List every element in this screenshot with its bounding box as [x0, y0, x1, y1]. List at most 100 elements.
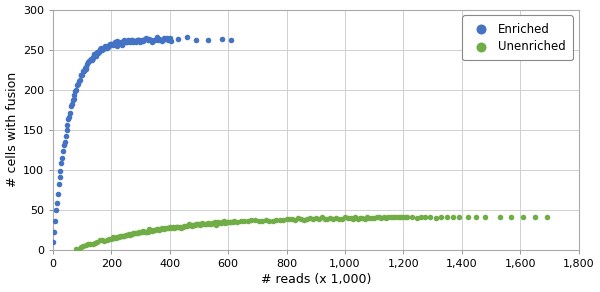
Enriched	[80, 66, 89, 70]
Unenriched	[71, 247, 81, 251]
Unenriched	[112, 235, 122, 239]
Unenriched	[163, 225, 173, 230]
Enriched	[155, 37, 164, 41]
Unenriched	[317, 215, 326, 220]
Unenriched	[402, 215, 412, 220]
Enriched	[75, 77, 85, 82]
Unenriched	[114, 235, 124, 239]
Unenriched	[337, 216, 347, 221]
Unenriched	[122, 233, 132, 238]
Enriched	[65, 111, 75, 115]
Enriched	[112, 39, 121, 44]
Unenriched	[127, 231, 137, 236]
Enriched	[203, 38, 212, 42]
Unenriched	[185, 223, 195, 227]
Unenriched	[320, 216, 329, 221]
Enriched	[133, 38, 142, 42]
Enriched	[161, 36, 170, 41]
Unenriched	[383, 215, 393, 219]
Unenriched	[349, 217, 358, 221]
Enriched	[126, 38, 136, 43]
Enriched	[166, 39, 176, 44]
Enriched	[119, 38, 129, 42]
Enriched	[64, 117, 73, 122]
Enriched	[132, 38, 142, 42]
Unenriched	[367, 216, 377, 220]
Unenriched	[194, 222, 204, 227]
Unenriched	[115, 233, 125, 238]
Enriched	[152, 34, 161, 39]
Enriched	[153, 37, 163, 42]
Enriched	[140, 37, 149, 42]
Unenriched	[92, 240, 102, 245]
Unenriched	[305, 216, 315, 220]
Unenriched	[282, 217, 292, 222]
Unenriched	[381, 215, 391, 220]
Enriched	[95, 46, 105, 51]
Enriched	[127, 38, 136, 43]
Unenriched	[104, 236, 114, 241]
Unenriched	[190, 223, 199, 227]
Enriched	[52, 201, 62, 206]
Enriched	[58, 155, 67, 160]
Unenriched	[153, 227, 163, 231]
Unenriched	[205, 221, 214, 226]
Unenriched	[171, 225, 181, 230]
Unenriched	[102, 237, 112, 242]
Enriched	[121, 40, 130, 44]
Unenriched	[145, 227, 154, 231]
Unenriched	[412, 215, 421, 220]
Unenriched	[134, 230, 144, 234]
Enriched	[64, 114, 74, 119]
Unenriched	[271, 218, 281, 223]
Unenriched	[83, 242, 93, 246]
Unenriched	[323, 217, 332, 221]
Enriched	[97, 48, 107, 52]
Enriched	[59, 142, 69, 147]
Enriched	[79, 69, 89, 74]
Unenriched	[388, 215, 398, 220]
Unenriched	[179, 224, 189, 228]
Unenriched	[268, 218, 277, 223]
Unenriched	[228, 220, 238, 225]
Enriched	[226, 37, 236, 42]
Enriched	[103, 45, 112, 50]
Enriched	[76, 72, 85, 77]
Unenriched	[431, 215, 440, 220]
Unenriched	[311, 216, 320, 220]
Enriched	[73, 83, 82, 88]
Unenriched	[128, 231, 138, 235]
Unenriched	[328, 216, 338, 221]
Enriched	[137, 38, 147, 43]
Unenriched	[370, 215, 379, 220]
Unenriched	[88, 241, 97, 246]
Unenriched	[210, 220, 220, 224]
Unenriched	[182, 223, 192, 228]
Unenriched	[355, 215, 365, 220]
Unenriched	[331, 216, 341, 221]
Unenriched	[184, 222, 193, 226]
Enriched	[115, 40, 124, 45]
Enriched	[98, 46, 108, 51]
Unenriched	[278, 218, 288, 222]
Enriched	[129, 39, 139, 43]
Enriched	[61, 134, 71, 138]
Enriched	[99, 45, 109, 50]
Unenriched	[158, 226, 167, 230]
Enriched	[136, 38, 146, 43]
Unenriched	[334, 216, 344, 221]
Enriched	[91, 52, 100, 56]
Enriched	[55, 175, 64, 180]
Enriched	[71, 89, 80, 93]
Unenriched	[495, 214, 505, 219]
Enriched	[71, 88, 81, 92]
Unenriched	[425, 214, 434, 219]
Enriched	[77, 72, 86, 77]
Unenriched	[90, 241, 100, 245]
Enriched	[217, 37, 227, 41]
Unenriched	[151, 227, 160, 232]
Enriched	[56, 169, 65, 174]
Enriched	[97, 46, 106, 51]
Unenriched	[74, 247, 83, 252]
Enriched	[123, 38, 133, 42]
